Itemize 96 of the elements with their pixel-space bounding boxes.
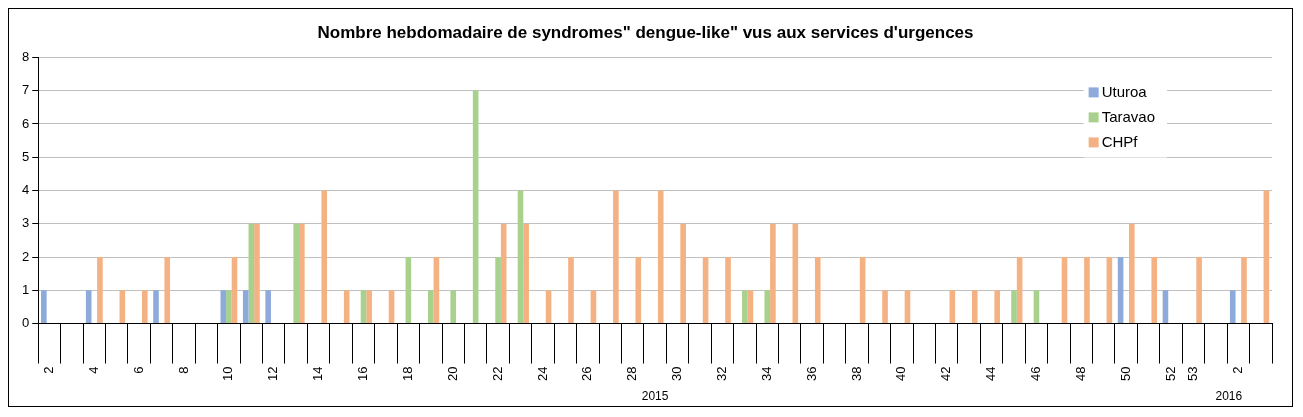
y-tick-label: 5 <box>22 148 30 164</box>
bar <box>747 290 754 324</box>
bar <box>153 290 159 324</box>
bar <box>366 290 372 324</box>
x-tick-label: 2 <box>41 366 57 374</box>
y-tick-label: 7 <box>22 82 30 98</box>
bar <box>1263 190 1270 324</box>
y-tick-label: 1 <box>22 281 30 297</box>
x-tick-label: 12 <box>265 366 281 382</box>
x-tick-label: 14 <box>310 366 326 382</box>
x-tick-label: 32 <box>713 366 729 382</box>
x-tick-label: 10 <box>220 366 236 382</box>
legend-label: Taravao <box>1101 107 1156 125</box>
x-tick-label: 48 <box>1072 366 1088 382</box>
x-tick-label: 18 <box>399 366 415 382</box>
chart-title: Nombre hebdomadaire de syndromes" dengue-like" vus aux services d'urgences <box>317 22 974 42</box>
bar <box>517 190 524 324</box>
bar <box>725 257 731 324</box>
bar <box>1033 290 1040 324</box>
x-tick-label: 36 <box>803 366 819 382</box>
bar <box>1241 257 1247 324</box>
bar <box>680 223 686 324</box>
bar <box>882 290 888 324</box>
bar <box>360 290 367 324</box>
x-tick-label: 8 <box>175 366 191 374</box>
bar <box>904 290 911 324</box>
y-tick-label: 3 <box>22 215 30 231</box>
bar <box>764 290 771 324</box>
bar <box>568 257 574 324</box>
bar <box>85 290 92 324</box>
x-tick-label: 53 <box>1185 366 1201 382</box>
bar <box>994 290 1001 324</box>
bar <box>450 290 457 324</box>
legend-label: Uturoa <box>1101 82 1148 100</box>
bar <box>164 257 171 324</box>
text: 2016 <box>1215 389 1243 403</box>
bar <box>1162 290 1169 324</box>
x-tick-label: 40 <box>893 366 909 382</box>
y-tick-label: 2 <box>22 248 30 264</box>
x-tick-label: 4 <box>85 366 101 374</box>
bar <box>1196 257 1202 324</box>
x-tick-label: 30 <box>669 366 685 382</box>
bar <box>97 257 103 324</box>
x-tick-label: 6 <box>130 366 146 374</box>
y-tick-label: 8 <box>22 48 30 64</box>
bar <box>545 290 552 324</box>
bar <box>141 290 148 324</box>
x-tick-label: 52 <box>1162 366 1178 382</box>
x-tick-label: 34 <box>758 366 774 382</box>
bar <box>119 290 126 324</box>
bar <box>949 290 956 324</box>
x-tick-label: 46 <box>1028 366 1044 382</box>
x-tick-label: 22 <box>489 366 505 382</box>
bar <box>1084 257 1090 324</box>
x-tick-label: 2 <box>1229 366 1245 374</box>
x-tick-label: 26 <box>579 366 595 382</box>
bar <box>220 290 227 324</box>
bar <box>388 290 395 324</box>
bar <box>613 190 619 324</box>
bar <box>635 257 642 324</box>
bar <box>293 223 299 324</box>
bar <box>321 190 328 324</box>
x-tick-label: 20 <box>444 366 460 382</box>
x-tick-label: 24 <box>534 366 550 382</box>
bar <box>590 290 597 324</box>
y-tick-label: 4 <box>22 182 30 198</box>
x-tick-label: 38 <box>848 366 864 382</box>
bar <box>1128 223 1135 324</box>
bar <box>41 290 47 324</box>
legend-label: CHPf <box>1101 132 1139 150</box>
bar <box>742 290 748 324</box>
bar <box>814 257 821 324</box>
bar <box>343 290 350 324</box>
text: 2015 <box>641 389 669 403</box>
bar <box>770 223 776 324</box>
x-tick-label: 16 <box>355 366 371 382</box>
bar <box>971 290 978 324</box>
y-tick-label: 0 <box>22 315 30 331</box>
bar <box>500 223 507 324</box>
bar <box>1229 290 1236 324</box>
bar <box>242 290 249 324</box>
bar <box>495 257 501 324</box>
bar <box>657 190 664 324</box>
x-tick-label: 50 <box>1117 366 1133 382</box>
x-tick-label: 44 <box>983 366 999 382</box>
x-tick-label: 28 <box>624 366 640 382</box>
bar <box>299 223 305 324</box>
bar <box>226 290 232 324</box>
x-tick-label: 42 <box>938 366 954 382</box>
bar <box>1011 290 1017 324</box>
bar <box>427 290 434 324</box>
bar <box>523 223 529 324</box>
bar <box>265 290 271 324</box>
y-tick-label: 6 <box>22 115 30 131</box>
bar <box>1151 257 1158 324</box>
bar <box>254 223 260 324</box>
